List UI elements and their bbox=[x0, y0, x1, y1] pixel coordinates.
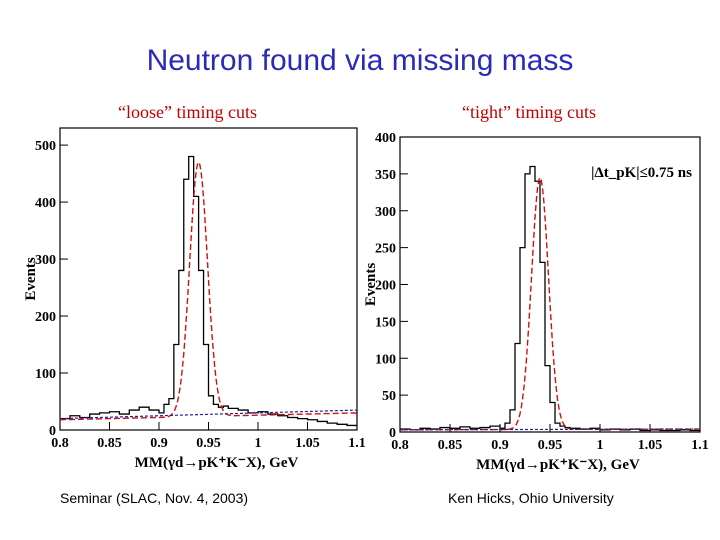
left-xtick-label: 0.8 bbox=[51, 436, 69, 451]
right-ytick-label: 0 bbox=[389, 426, 396, 441]
left-ytick-label: 400 bbox=[35, 196, 56, 211]
left-ytick-label: 500 bbox=[35, 139, 56, 154]
right-ytick-label: 300 bbox=[375, 205, 396, 220]
left-xtick-label: 0.9 bbox=[150, 436, 168, 451]
left-ytick-label: 300 bbox=[35, 253, 56, 268]
left-ytick-label: 100 bbox=[35, 367, 56, 382]
left-xtick-label: 0.85 bbox=[97, 436, 122, 451]
right-ytick-label: 400 bbox=[375, 131, 396, 146]
left-background-line bbox=[59, 409, 358, 420]
left-ytick-label: 200 bbox=[35, 310, 56, 325]
left-xlabel: MM(γd→pK⁺K⁻X), GeV bbox=[135, 455, 299, 471]
left-xtick-label: 1 bbox=[255, 436, 262, 451]
right-xtick-label: 1.05 bbox=[638, 438, 663, 453]
slide-title: Neutron found via missing mass bbox=[146, 44, 574, 77]
left-ylabel: Events bbox=[23, 257, 39, 301]
right-ytick-label: 50 bbox=[382, 389, 396, 404]
footer-left: Seminar (SLAC, Nov. 4, 2003) bbox=[60, 490, 249, 506]
right-xtick-label: 1 bbox=[597, 438, 604, 453]
left-subtitle: “loose” timing cuts bbox=[118, 102, 257, 122]
right-ytick-label: 250 bbox=[375, 242, 396, 257]
left-fit-curve bbox=[60, 160, 357, 421]
right-xtick-label: 0.85 bbox=[438, 438, 463, 453]
right-ytick-label: 150 bbox=[375, 315, 396, 330]
left-xtick-label: 0.95 bbox=[196, 436, 221, 451]
right-background-line bbox=[399, 428, 701, 431]
right-ytick-label: 350 bbox=[375, 168, 396, 183]
left-xtick-label: 1.05 bbox=[295, 436, 320, 451]
left-xtick-label: 1.1 bbox=[348, 436, 366, 451]
right-xtick-label: 0.95 bbox=[538, 438, 563, 453]
right-xtick-label: 0.8 bbox=[391, 438, 409, 453]
right-xtick-label: 1.1 bbox=[691, 438, 709, 453]
left-histogram bbox=[60, 155, 357, 427]
right-ytick-label: 100 bbox=[375, 352, 396, 367]
right-ylabel: Events bbox=[363, 263, 379, 307]
right-subtitle: “tight” timing cuts bbox=[462, 102, 596, 122]
right-annotation: |Δt_pK|≤0.75 ns bbox=[591, 165, 692, 181]
right-ytick-label: 200 bbox=[375, 279, 396, 294]
right-xlabel: MM(γd→pK⁺K⁻X), GeV bbox=[476, 457, 640, 473]
footer-right: Ken Hicks, Ohio University bbox=[448, 490, 614, 506]
left-ytick-label: 0 bbox=[49, 424, 56, 439]
right-xtick-label: 0.9 bbox=[491, 438, 509, 453]
